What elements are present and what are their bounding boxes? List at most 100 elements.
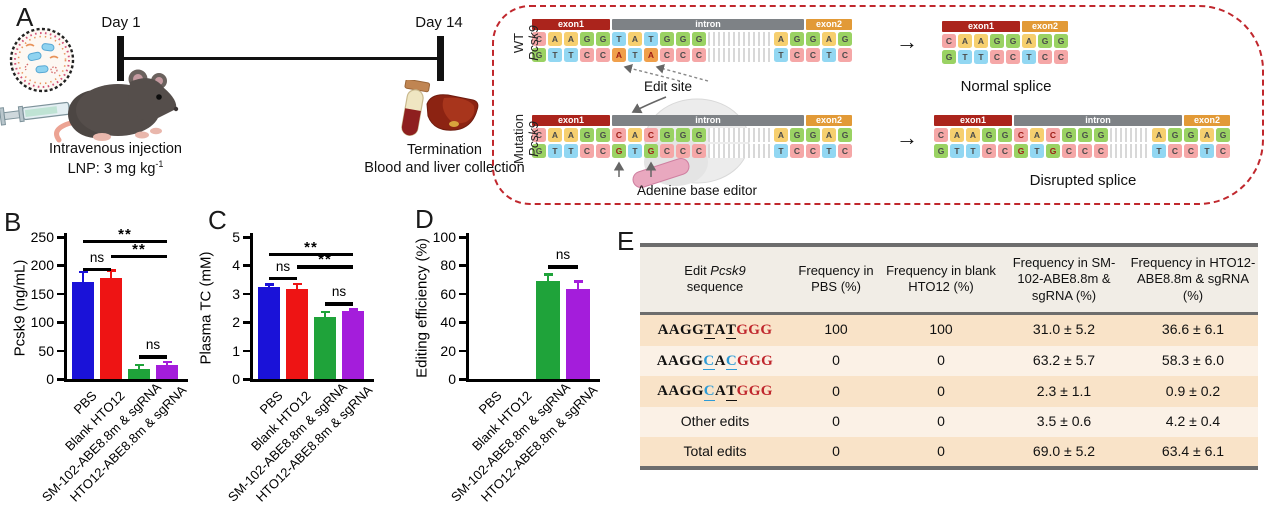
error-bar-cap	[162, 360, 172, 364]
error-bar-cap	[543, 273, 553, 276]
base-A: A	[950, 128, 964, 142]
base-C: C	[1168, 144, 1182, 158]
value-cell: 100	[929, 321, 953, 338]
base-G: G	[676, 32, 690, 46]
gene-segment-bar: exon1 intron exon2	[532, 19, 854, 30]
timeline-line	[121, 57, 439, 60]
base-G: G	[532, 144, 546, 158]
bar-series	[100, 278, 122, 379]
y-tick	[243, 292, 250, 296]
base-C: C	[982, 144, 996, 158]
bar-series	[258, 286, 280, 379]
base-G: G	[596, 128, 610, 142]
arrow-right-icon: →	[896, 29, 918, 54]
value-cell: 36.6 ± 6.1	[1161, 321, 1225, 338]
gene-row-label-line2: Pcsk9	[525, 121, 541, 157]
base-A: A	[564, 32, 578, 46]
header-text: Frequency in blank HTO12 (%)	[886, 263, 996, 295]
gene-segment-intron: intron	[1014, 115, 1182, 126]
base-C: C	[1216, 144, 1230, 158]
y-tick	[243, 321, 250, 324]
syringe-icon	[0, 101, 97, 126]
intron-gap-hatch	[708, 128, 772, 142]
gene-segment-bar: exon1 exon2	[942, 21, 1070, 32]
x-category-label: SM-102-ABE8.8m & sgRNA	[38, 379, 164, 505]
y-tick	[57, 264, 64, 267]
base-G: G	[660, 32, 674, 46]
base-G: G	[1054, 34, 1068, 48]
gene-diagram-box: exon1 intron exon2 C A A G G T A T G G G A G G A G G T T C C A T A…	[492, 5, 1264, 205]
base-T: T	[774, 144, 788, 158]
x-category-label: Blank HTO12	[247, 388, 314, 454]
table-header-cell: Frequency in SM-102-ABE8.8m & sgRNA (%)	[1000, 247, 1128, 312]
gene-segment-bar: exon1 intron exon2	[934, 115, 1232, 126]
base-T: T	[628, 48, 642, 62]
bar-series	[536, 281, 560, 379]
base-G: G	[982, 128, 996, 142]
y-tick	[57, 321, 64, 324]
error-bar-cap	[134, 363, 144, 367]
blood-tube-icon	[401, 80, 431, 136]
base-G: G	[990, 34, 1004, 48]
y-axis	[250, 233, 253, 379]
value-cell: 0	[832, 382, 840, 399]
sig-line	[111, 254, 167, 259]
value-cell: 58.3 ± 6.0	[1161, 352, 1225, 369]
error-bar	[81, 270, 85, 283]
edit-site-label: Edit site	[644, 79, 693, 94]
base-T: T	[628, 144, 642, 158]
sig-label: ns	[331, 284, 347, 300]
sig-line	[548, 265, 578, 269]
value-cell: 3.5 ± 0.6	[1036, 413, 1092, 429]
value-cell: 0.9 ± 0.2	[1165, 382, 1221, 399]
base-C: C	[790, 144, 804, 158]
base-G: G	[1216, 128, 1230, 142]
base-A: A	[958, 34, 972, 48]
base-G: G	[580, 128, 594, 142]
base-T: T	[822, 48, 836, 62]
y-tick	[243, 378, 250, 381]
termination-caption: Termination Blood and liver collection	[352, 142, 537, 177]
bar-series	[286, 288, 308, 379]
base-G: G	[692, 32, 706, 46]
base-T: T	[822, 144, 836, 158]
timeline-start-label: Day 1	[101, 14, 141, 31]
chart-panel-C: C 0 1 2 3 4 5 Plasma TC (mM) ** ** ns ns PBS Blank HT…	[188, 205, 390, 505]
x-category-label: SM-102-ABE8.8m & sgRNA	[224, 379, 350, 505]
y-tick	[459, 264, 466, 267]
base-T: T	[774, 48, 788, 62]
base-G: G	[1062, 128, 1076, 142]
base-T: T	[564, 144, 578, 158]
base-G: G	[532, 48, 546, 62]
base-G: G	[838, 32, 852, 46]
intron-gap-hatch	[1110, 128, 1150, 142]
y-tick-label: 0	[448, 371, 456, 387]
y-axis	[466, 233, 469, 379]
intron-gap-hatch	[708, 144, 772, 158]
error-bar-cap	[573, 280, 583, 283]
y-axis-title: Plasma TC (mM)	[197, 251, 215, 365]
base-A: A	[548, 128, 562, 142]
error-bar	[323, 310, 327, 317]
y-tick-label: 20	[440, 342, 456, 359]
sequence-cell: Other edits	[680, 413, 750, 429]
base-C: C	[838, 144, 852, 158]
header-text: Frequency in SM-102-ABE8.8m & sgRNA (%)	[1012, 255, 1116, 303]
gene-segment-exon1: exon1	[532, 115, 610, 126]
y-axis-title: Editing efficiency (%)	[413, 238, 431, 378]
base-T: T	[548, 144, 562, 158]
sig-label: ns	[89, 249, 105, 265]
gene-row-label-line1: Mutation	[511, 114, 526, 164]
chart-panel-B: B 0 50 100 150 200 250 Pcsk9 (ng/mL) ** ** ns ns PBS…	[0, 205, 200, 505]
panel-d-label: D	[415, 204, 434, 234]
base-C: C	[790, 48, 804, 62]
splice-caption: Normal splice	[960, 78, 1052, 95]
y-tick	[243, 236, 250, 239]
base-A: A	[1200, 128, 1214, 142]
base-C: C	[660, 144, 674, 158]
base-C: C	[1006, 50, 1020, 64]
termination-caption-line1: Termination	[407, 142, 482, 158]
